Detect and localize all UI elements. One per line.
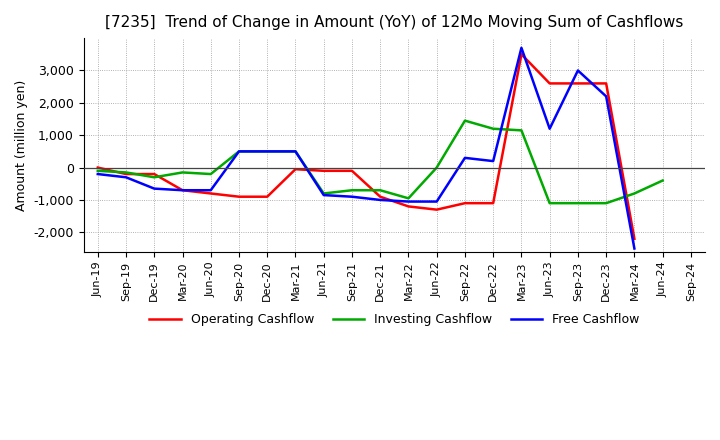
Investing Cashflow [545,201,554,206]
Free Cashflow [376,197,384,202]
Operating Cashflow [178,187,186,193]
Free Cashflow [517,45,526,51]
Operating Cashflow [320,168,328,173]
Investing Cashflow [235,149,243,154]
Free Cashflow [150,186,158,191]
Operating Cashflow [630,236,639,242]
Operating Cashflow [461,201,469,206]
Free Cashflow [433,199,441,204]
Operating Cashflow [489,201,498,206]
Operating Cashflow [150,172,158,177]
Operating Cashflow [94,165,102,170]
Legend: Operating Cashflow, Investing Cashflow, Free Cashflow: Operating Cashflow, Investing Cashflow, … [144,308,644,331]
Operating Cashflow [545,81,554,86]
Operating Cashflow [404,204,413,209]
Investing Cashflow [207,172,215,177]
Free Cashflow [94,172,102,177]
Investing Cashflow [574,201,582,206]
Investing Cashflow [94,168,102,173]
Investing Cashflow [320,191,328,196]
Free Cashflow [574,68,582,73]
Investing Cashflow [658,178,667,183]
Operating Cashflow [602,81,611,86]
Line: Operating Cashflow: Operating Cashflow [98,54,634,239]
Investing Cashflow [630,191,639,196]
Free Cashflow [235,149,243,154]
Y-axis label: Amount (million yen): Amount (million yen) [15,79,28,211]
Title: [7235]  Trend of Change in Amount (YoY) of 12Mo Moving Sum of Cashflows: [7235] Trend of Change in Amount (YoY) o… [105,15,683,30]
Free Cashflow [291,149,300,154]
Free Cashflow [461,155,469,161]
Investing Cashflow [461,118,469,123]
Free Cashflow [602,94,611,99]
Free Cashflow [320,192,328,198]
Operating Cashflow [433,207,441,212]
Investing Cashflow [291,149,300,154]
Free Cashflow [122,175,130,180]
Free Cashflow [545,126,554,132]
Operating Cashflow [207,191,215,196]
Operating Cashflow [235,194,243,199]
Free Cashflow [178,187,186,193]
Investing Cashflow [404,196,413,201]
Line: Free Cashflow: Free Cashflow [98,48,634,249]
Investing Cashflow [489,126,498,132]
Line: Investing Cashflow: Investing Cashflow [98,121,662,203]
Investing Cashflow [263,149,271,154]
Investing Cashflow [348,187,356,193]
Operating Cashflow [263,194,271,199]
Free Cashflow [207,187,215,193]
Investing Cashflow [178,170,186,175]
Investing Cashflow [517,128,526,133]
Operating Cashflow [574,81,582,86]
Free Cashflow [404,199,413,204]
Investing Cashflow [376,187,384,193]
Investing Cashflow [122,170,130,175]
Operating Cashflow [122,172,130,177]
Investing Cashflow [433,165,441,170]
Operating Cashflow [291,167,300,172]
Free Cashflow [630,246,639,251]
Free Cashflow [489,158,498,164]
Operating Cashflow [348,168,356,173]
Operating Cashflow [376,194,384,199]
Operating Cashflow [517,51,526,57]
Free Cashflow [348,194,356,199]
Free Cashflow [263,149,271,154]
Investing Cashflow [150,175,158,180]
Investing Cashflow [602,201,611,206]
